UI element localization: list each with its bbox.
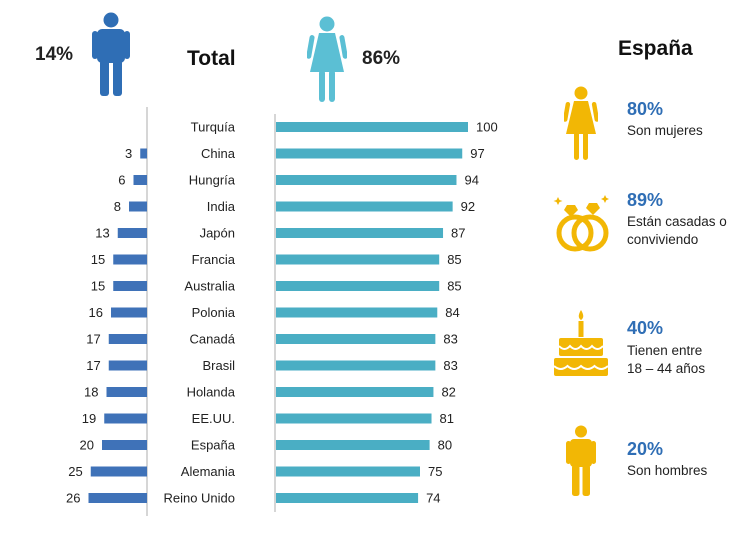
stat-women-percent: 80% [627,99,664,119]
men-bar [113,254,147,265]
men-value-label: 3 [125,146,132,161]
category-label: Reino Unido [163,491,235,506]
category-label: España [191,438,236,453]
women-bar [276,413,432,424]
women-bar [276,466,420,477]
men-value-label: 16 [89,305,103,320]
men-bar [90,466,147,477]
category-label: Hungría [189,173,236,188]
chart-title: Total [187,47,236,70]
women-value-label: 85 [447,279,461,294]
women-bar [276,493,419,503]
woman-gold-icon [564,86,598,160]
women-value-label: 87 [451,226,465,241]
men-bar [102,440,147,450]
men-bar [129,201,147,212]
men-percent: 14% [35,44,74,65]
women-value-label: 82 [441,385,455,400]
women-value-label: 74 [426,491,440,506]
women-value-label: 81 [440,411,454,426]
men-bar [108,334,147,344]
stat-men-percent: 20% [627,439,664,459]
category-label: Francia [192,252,236,267]
category-label: Canadá [189,332,235,347]
category-label: EE.UU. [192,411,235,426]
women-bar [276,175,457,185]
stat-age-percent: 40% [627,318,664,338]
men-value-label: 18 [84,385,98,400]
rings-icon [553,195,609,252]
stat-women-label: Son mujeres [627,123,703,138]
women-bar [276,360,436,371]
category-label: Australia [184,279,235,294]
men-value-label: 17 [86,358,100,373]
women-value-label: 83 [443,358,457,373]
category-label: Polonia [192,305,236,320]
women-bar [276,201,453,212]
category-label: Holanda [187,385,236,400]
women-bar [276,254,440,265]
women-value-label: 94 [464,173,478,188]
category-label: Brasil [202,358,235,373]
category-label: Turquía [191,120,236,135]
women-value-label: 100 [476,120,498,135]
women-bar [276,228,444,238]
women-bar [276,387,434,397]
men-bar [104,413,147,424]
men-bar [133,175,147,185]
men-value-label: 13 [95,226,109,241]
man-gold-icon [566,425,596,496]
men-value-label: 20 [80,438,94,453]
stat-age-label-2: 18 – 44 años [627,361,706,376]
women-bar [276,307,438,318]
women-value-label: 83 [443,332,457,347]
women-value-label: 80 [438,438,452,453]
category-label: China [201,146,236,161]
women-bar [276,440,430,450]
men-bar [140,148,147,159]
men-value-label: 15 [91,252,105,267]
men-value-label: 25 [68,464,82,479]
men-value-label: 26 [66,491,80,506]
woman-icon [307,16,347,102]
men-bar [108,360,147,371]
men-bar [88,493,147,503]
women-bar [276,122,468,132]
women-bar [276,281,440,291]
men-value-label: 19 [82,411,96,426]
category-label: Alemania [181,464,236,479]
women-value-label: 84 [445,305,459,320]
women-value-label: 92 [461,199,475,214]
women-percent: 86% [362,48,401,69]
women-value-label: 97 [470,146,484,161]
category-label: India [207,199,236,214]
stat-married-percent: 89% [627,190,664,210]
men-bar [111,307,147,318]
men-value-label: 17 [86,332,100,347]
men-value-label: 6 [118,173,125,188]
women-bar [276,334,436,344]
stat-married-label-1: Están casadas o [627,214,727,229]
spain-title: España [618,37,693,60]
stat-men-label: Son hombres [627,463,708,478]
cake-icon [553,310,609,376]
stat-age-label-1: Tienen entre [627,343,703,358]
men-bar [113,281,147,291]
men-bar [106,387,147,397]
category-label: Japón [200,226,235,241]
stat-married-label-2: conviviendo [627,232,699,247]
men-bar [117,228,147,238]
women-value-label: 75 [428,464,442,479]
women-bar [276,148,463,159]
men-value-label: 8 [114,199,121,214]
women-value-label: 85 [447,252,461,267]
man-icon [92,12,130,96]
men-value-label: 15 [91,279,105,294]
